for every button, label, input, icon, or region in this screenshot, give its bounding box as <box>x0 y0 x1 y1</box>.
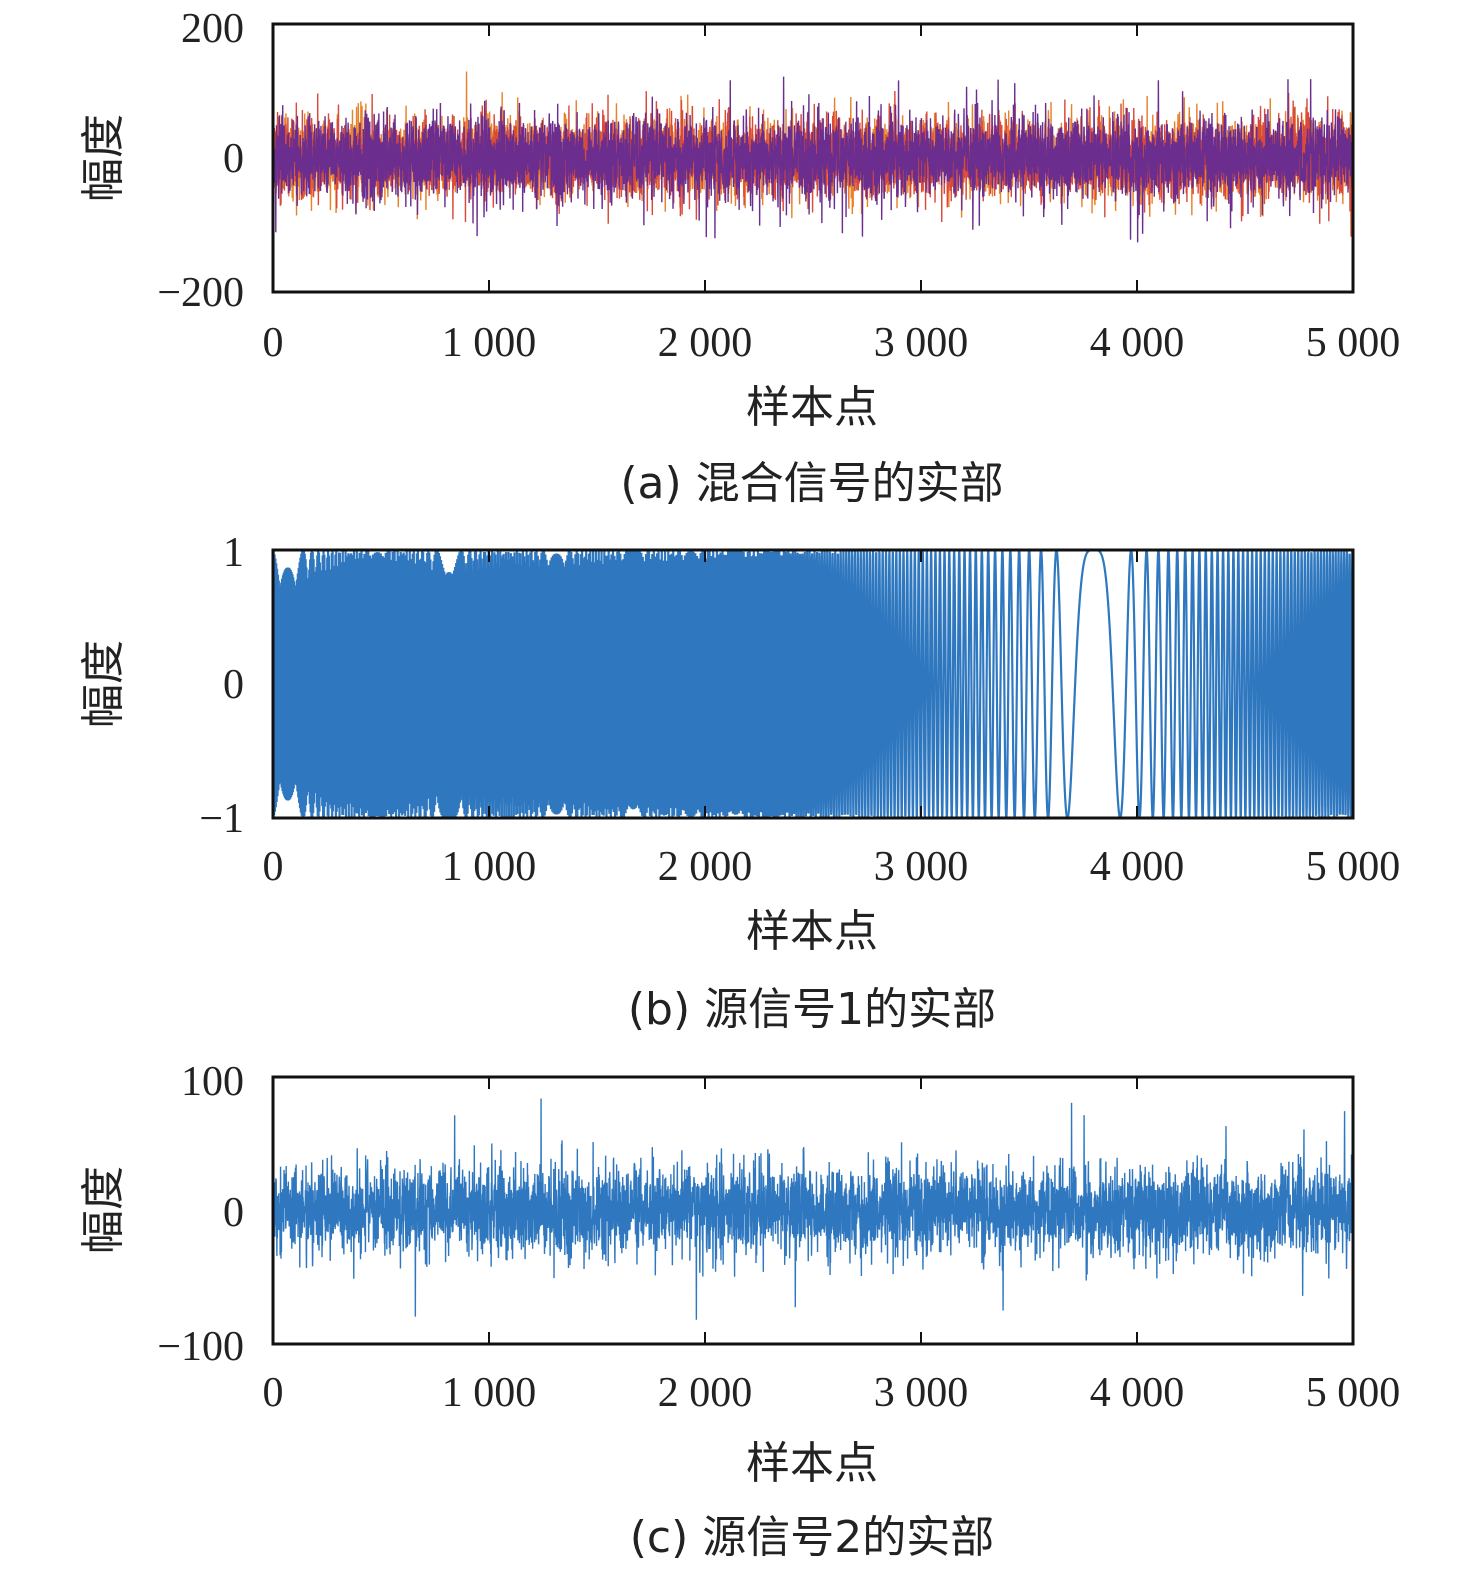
panel-b-y-axis-label: 幅度 <box>78 640 129 728</box>
panel-b-x-axis-label: 样本点 <box>746 906 878 957</box>
panel-a: 0 1 000 2 000 3 000 4 000 5 000 200 0 −200 幅度… <box>78 6 1400 509</box>
panel-a-x-tick-label: 0 <box>263 320 284 366</box>
panel-a-plot <box>273 71 1353 243</box>
panel-b-x-tick-label: 3 000 <box>874 844 969 890</box>
panel-a-series-2-line <box>273 76 1353 243</box>
panel-a-caption: (a) 混合信号的实部 <box>620 458 1003 509</box>
panel-a-x-tick-label: 2 000 <box>658 320 753 366</box>
panel-a-x-tick-label: 3 000 <box>874 320 969 366</box>
panel-c-y-tick-bottom: −100 <box>157 1324 244 1370</box>
panel-b-x-tick-label: 2 000 <box>658 844 753 890</box>
panel-c-y-axis-label: 幅度 <box>78 1166 129 1254</box>
panel-b-frame <box>271 548 1355 820</box>
panel-c-x-tick-label: 5 000 <box>1306 1370 1401 1416</box>
panel-c: 0 1 000 2 000 3 000 4 000 5 000 100 0 −100 幅度… <box>78 1059 1400 1563</box>
panel-c-x-axis-label: 样本点 <box>746 1438 878 1489</box>
panel-b-x-tick-label: 5 000 <box>1306 844 1401 890</box>
panel-b-y-tick-top: 1 <box>223 530 244 576</box>
panel-a-y-axis-label: 幅度 <box>78 114 129 202</box>
panel-c-x-tick-label: 1 000 <box>442 1370 537 1416</box>
panel-c-frame <box>271 1075 1355 1346</box>
panel-b-x-tick-label: 0 <box>263 844 284 890</box>
panel-c-series-0-line <box>273 1098 1353 1320</box>
panel-b-x-tick-label: 4 000 <box>1090 844 1185 890</box>
panel-c-x-tick-label: 3 000 <box>874 1370 969 1416</box>
panel-b-caption: (b) 源信号1的实部 <box>628 984 996 1035</box>
panel-c-x-ticks: 0 1 000 2 000 3 000 4 000 5 000 <box>263 1077 1401 1416</box>
panel-c-x-tick-label: 2 000 <box>658 1370 753 1416</box>
panel-c-x-tick-label: 4 000 <box>1090 1370 1185 1416</box>
panel-c-caption: (c) 源信号2的实部 <box>630 1512 995 1563</box>
panel-c-x-tick-label: 0 <box>263 1370 284 1416</box>
panel-a-x-axis-label: 样本点 <box>746 382 878 433</box>
panel-a-y-tick-mid: 0 <box>223 136 244 182</box>
panel-a-y-tick-top: 200 <box>181 6 244 52</box>
panel-b-y-tick-bottom: −1 <box>199 796 244 842</box>
panel-b-plot <box>273 550 1353 818</box>
panel-c-plot <box>273 1098 1353 1320</box>
panel-b: 0 1 000 2 000 3 000 4 000 5 000 1 0 −1 幅度 样本点… <box>78 530 1400 1035</box>
panel-a-frame <box>271 22 1355 294</box>
panel-a-x-tick-label: 1 000 <box>442 320 537 366</box>
panel-a-y-tick-bottom: −200 <box>157 270 244 316</box>
panel-c-y-tick-top: 100 <box>181 1059 244 1105</box>
panel-c-y-tick-mid: 0 <box>223 1190 244 1236</box>
panel-b-x-ticks: 0 1 000 2 000 3 000 4 000 5 000 <box>263 550 1401 890</box>
panel-b-y-tick-mid: 0 <box>223 662 244 708</box>
panel-b-series-0-line <box>273 550 1353 818</box>
panel-a-x-ticks: 0 1 000 2 000 3 000 4 000 5 000 <box>263 24 1401 366</box>
panel-a-x-tick-label: 5 000 <box>1306 320 1401 366</box>
panel-a-x-tick-label: 4 000 <box>1090 320 1185 366</box>
panel-b-x-tick-label: 1 000 <box>442 844 537 890</box>
